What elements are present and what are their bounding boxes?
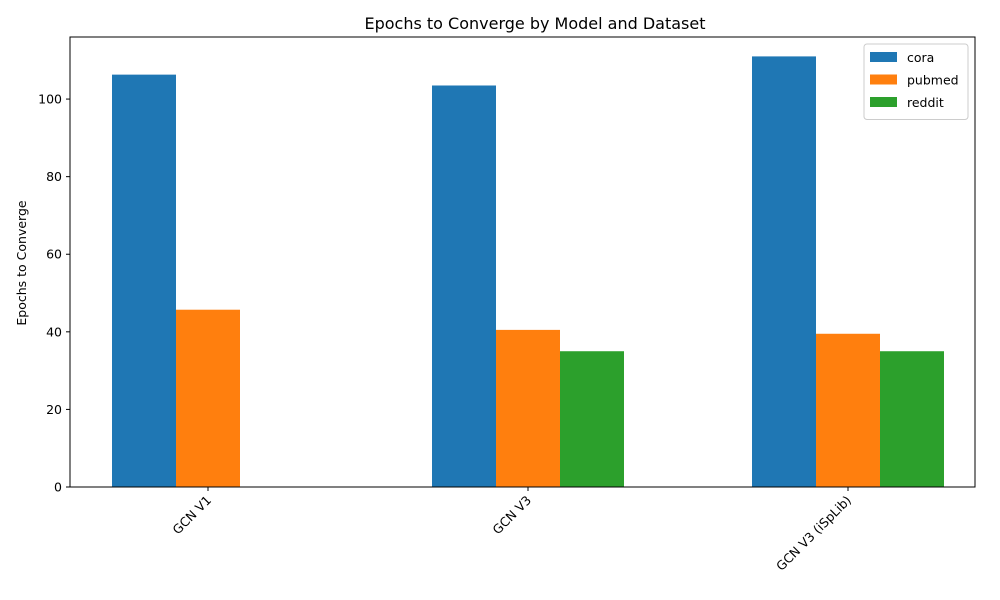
x-axis-ticks: GCN V1 GCN V3 GCN V3 (iSpLib) (169, 487, 854, 574)
legend: cora pubmed reddit (863, 43, 969, 120)
bar-pubmed-1 (176, 309, 240, 487)
chart-title: Epochs to Converge by Model and Dataset (364, 14, 705, 33)
x-tick-label: GCN V3 (489, 493, 534, 538)
y-tick-label: 60 (46, 247, 62, 262)
legend-label-pubmed: pubmed (907, 73, 959, 88)
bar-reddit-2 (560, 351, 624, 487)
bar-reddit-3 (880, 351, 944, 487)
legend-swatch-reddit (870, 97, 897, 107)
y-axis-label: Epochs to Converge (14, 200, 29, 326)
legend-swatch-pubmed (870, 74, 897, 85)
bar-cora-3 (752, 56, 816, 488)
legend-label-reddit: reddit (907, 95, 944, 110)
y-tick-label: 0 (54, 480, 62, 495)
legend-label-cora: cora (907, 50, 934, 65)
x-tick-label: GCN V3 (iSpLib) (773, 493, 854, 574)
y-tick-label: 100 (38, 92, 62, 107)
x-tick-label: GCN V1 (169, 493, 214, 538)
bars-layer (112, 56, 944, 488)
plot-area-frame (69, 36, 976, 488)
y-tick-label: 80 (46, 169, 62, 184)
y-tick-label: 40 (46, 324, 62, 339)
y-tick-label: 20 (46, 402, 62, 417)
bar-cora-1 (112, 74, 176, 488)
bar-pubmed-3 (816, 333, 880, 487)
bar-pubmed-2 (496, 329, 560, 487)
y-axis-ticks: 0 20 40 60 80 100 (38, 92, 70, 495)
legend-swatch-cora (870, 52, 897, 62)
bar-cora-2 (432, 85, 496, 487)
